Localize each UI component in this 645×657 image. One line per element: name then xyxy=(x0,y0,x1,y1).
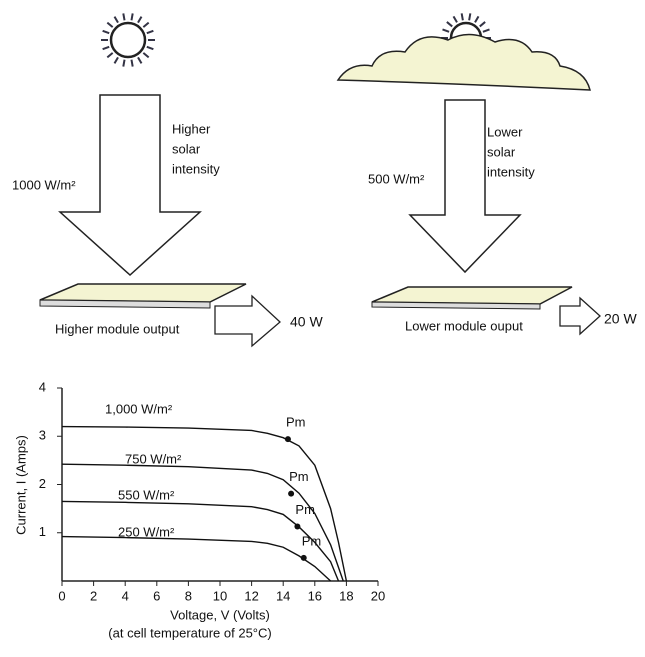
sun-ray xyxy=(131,13,132,20)
output-arrow xyxy=(560,298,600,334)
x-axis-label: Voltage, V (Volts) xyxy=(170,607,270,622)
sun-ray xyxy=(454,16,458,22)
sun-ray xyxy=(123,13,124,20)
x-tick-label: 20 xyxy=(371,588,385,603)
intensity-label: solar xyxy=(487,144,516,159)
pm-point xyxy=(288,491,294,497)
sun-ray xyxy=(447,22,452,26)
intensity-label: solar xyxy=(172,141,201,156)
sun-ray xyxy=(138,17,142,23)
pm-point xyxy=(285,436,291,442)
pm-label: Pm xyxy=(289,469,309,484)
y-tick-label: 3 xyxy=(39,428,46,443)
sun-ray xyxy=(103,47,110,49)
series-label: 750 W/m² xyxy=(125,451,182,466)
series-label: 1,000 W/m² xyxy=(105,401,173,416)
x-tick-label: 6 xyxy=(153,588,160,603)
pm-label: Pm xyxy=(295,502,315,517)
pm-point xyxy=(294,523,300,529)
y-tick-label: 4 xyxy=(39,379,46,394)
sun-ray xyxy=(123,60,124,67)
x-tick-label: 2 xyxy=(90,588,97,603)
sun-ray xyxy=(115,17,119,23)
sun xyxy=(101,13,155,66)
y-tick-label: 1 xyxy=(39,524,46,539)
series-label: 550 W/m² xyxy=(118,487,175,502)
sun-ray xyxy=(143,23,148,27)
power-label: 40 W xyxy=(290,314,323,330)
panel-edge xyxy=(40,300,210,308)
sun-ray xyxy=(475,16,479,22)
intensity-label: Higher xyxy=(172,121,211,136)
solar-panel xyxy=(372,287,572,304)
pm-label: Pm xyxy=(302,533,322,548)
y-tick-label: 2 xyxy=(39,476,46,491)
x-tick-label: 0 xyxy=(58,588,65,603)
x-tick-label: 12 xyxy=(244,588,258,603)
sun-ray xyxy=(138,57,142,63)
sun-ray xyxy=(147,31,154,33)
x-tick-label: 10 xyxy=(213,588,227,603)
x-tick-label: 4 xyxy=(122,588,129,603)
module-label: Higher module output xyxy=(55,321,180,336)
irradiance-label: 1000 W/m² xyxy=(12,177,76,192)
sun-ray xyxy=(131,60,132,67)
x-tick-label: 8 xyxy=(185,588,192,603)
sun-disc xyxy=(111,23,145,57)
sun-ray xyxy=(480,22,485,26)
figure: Higher solar intensity 1000 W/m² Higher … xyxy=(0,0,645,652)
x-tick-label: 16 xyxy=(308,588,322,603)
y-axis-label: Current, I (Amps) xyxy=(13,435,28,535)
sun-ray xyxy=(443,29,450,31)
x-tick-label: 18 xyxy=(339,588,353,603)
solar-panel xyxy=(40,284,246,302)
sun-ray xyxy=(103,31,110,33)
module-label: Lower module ouput xyxy=(405,318,523,333)
pm-label: Pm xyxy=(286,415,306,430)
iv-curve xyxy=(62,537,331,581)
sun-ray xyxy=(115,57,119,63)
pm-point xyxy=(301,555,307,561)
sun-ray xyxy=(462,13,463,20)
sun-ray xyxy=(107,53,112,57)
sun-ray xyxy=(483,29,490,31)
sun-ray xyxy=(147,47,154,49)
sun-ray xyxy=(107,23,112,27)
intensity-label: intensity xyxy=(487,164,535,179)
sun-ray xyxy=(143,53,148,57)
intensity-label: Lower xyxy=(487,124,523,139)
irradiance-label: 500 W/m² xyxy=(368,171,425,186)
power-label: 20 W xyxy=(604,311,637,327)
cloud xyxy=(338,34,590,90)
x-tick-label: 14 xyxy=(276,588,290,603)
sun-ray xyxy=(469,13,470,20)
output-arrow xyxy=(215,296,280,346)
chart-subtitle: (at cell temperature of 25°C) xyxy=(108,625,271,640)
series-label: 250 W/m² xyxy=(118,524,175,539)
intensity-label: intensity xyxy=(172,161,220,176)
